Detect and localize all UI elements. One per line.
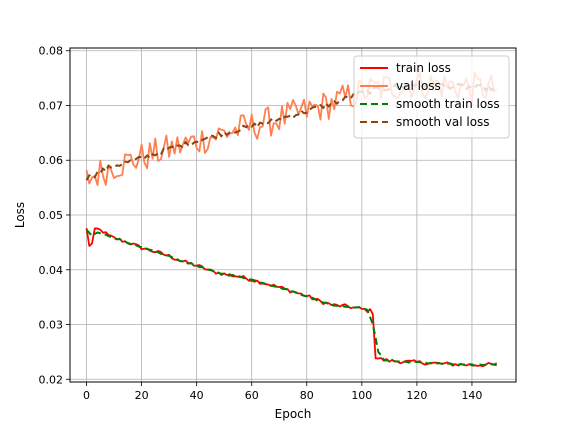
y-axis-label: Loss xyxy=(13,202,27,228)
y-tick-label: 0.06 xyxy=(39,154,64,167)
ticks: 0 20 40 60 80 100 120 140 0.02 0.03 0.04 0.05 0.06 0.… xyxy=(39,45,483,402)
x-tick-label: 100 xyxy=(351,389,372,402)
legend-label: val loss xyxy=(396,79,441,93)
y-tick-label: 0.05 xyxy=(39,209,64,222)
y-tick-label: 0.02 xyxy=(39,373,64,386)
x-tick-label: 20 xyxy=(135,389,149,402)
legend-label: train loss xyxy=(396,61,451,75)
series-line-smooth-val-loss xyxy=(85,81,497,181)
x-tick-label: 80 xyxy=(300,389,314,402)
series-line-smooth-train-loss xyxy=(85,229,497,367)
y-tick-label: 0.03 xyxy=(39,319,64,332)
legend: train loss val loss smooth train loss smoot… xyxy=(353,55,510,139)
legend-label: smooth train loss xyxy=(396,97,500,111)
x-tick-label: 40 xyxy=(190,389,204,402)
x-axis-label: Epoch xyxy=(275,407,312,421)
y-tick-label: 0.08 xyxy=(39,45,64,58)
legend-box xyxy=(353,55,510,139)
x-tick-label: 140 xyxy=(461,389,482,402)
x-tick-label: 120 xyxy=(406,389,427,402)
legend-label: smooth val loss xyxy=(396,115,490,129)
x-tick-label: 0 xyxy=(83,389,90,402)
y-tick-label: 0.07 xyxy=(39,99,64,112)
x-tick-label: 60 xyxy=(245,389,259,402)
y-tick-label: 0.04 xyxy=(39,264,64,277)
